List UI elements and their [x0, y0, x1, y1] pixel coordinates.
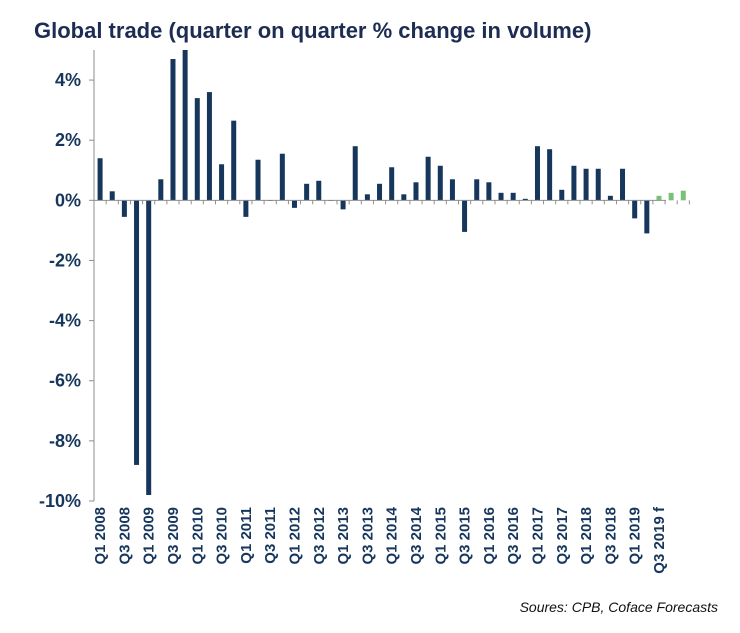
- bar-actual: [583, 168, 589, 201]
- bar-actual: [340, 200, 346, 210]
- bar-actual: [134, 200, 140, 465]
- bar-actual: [595, 168, 601, 201]
- y-tick-label: 4%: [55, 70, 81, 90]
- x-tick-label: Q3 2010: [214, 507, 231, 565]
- x-tick-label: Q3 2015: [457, 507, 474, 565]
- bar-actual: [158, 179, 164, 201]
- x-tick-label: Q3 2016: [505, 507, 522, 565]
- bar-actual: [632, 200, 638, 219]
- bar-actual: [474, 179, 480, 201]
- bar-actual: [377, 183, 383, 201]
- bar-actual: [291, 200, 297, 208]
- bar-actual: [510, 192, 516, 201]
- bars: [97, 50, 686, 495]
- bar-actual: [486, 182, 492, 201]
- x-tick-label: Q3 2011: [262, 507, 279, 564]
- bar-actual: [279, 153, 285, 201]
- x-tick-label: Q1 2017: [529, 507, 546, 565]
- x-tick-label: Q1 2014: [384, 506, 401, 564]
- y-axis: 4% 2% 0% -2% -4% -6% -8% -10%: [39, 50, 95, 511]
- bar-actual: [182, 50, 188, 201]
- y-tick-label: -4%: [49, 311, 81, 331]
- y-tick-label: 2%: [55, 130, 81, 150]
- y-tick-label: -10%: [39, 491, 81, 511]
- bar-actual: [620, 168, 626, 201]
- bar-actual: [255, 159, 261, 201]
- bar-actual: [547, 149, 553, 201]
- bar-actual: [316, 180, 322, 201]
- bar-actual: [231, 120, 237, 201]
- bar-actual: [607, 195, 613, 201]
- bar-actual: [559, 189, 565, 201]
- chart-title: Global trade (quarter on quarter % chang…: [34, 18, 592, 43]
- x-tick-label: Q1 2010: [189, 507, 206, 565]
- bar-actual: [109, 191, 115, 201]
- x-tick-label: Q1 2018: [578, 507, 595, 565]
- x-tick-label: Q3 2013: [359, 507, 376, 565]
- bar-actual: [194, 98, 200, 201]
- bar-actual: [462, 200, 468, 232]
- bar-forecast: [656, 195, 662, 201]
- x-tick-label: Q3 2009: [165, 507, 182, 565]
- x-tick-label: Q1 2013: [335, 507, 352, 565]
- y-tick-label: -2%: [49, 250, 81, 270]
- x-tick-label: Q3 2018: [602, 507, 619, 565]
- bar-actual: [170, 59, 176, 201]
- x-axis: Q1 2008 Q3 2008 Q1 2009 Q3 2009 Q1 2010 Q3 20…: [92, 199, 690, 574]
- bar-forecast: [680, 190, 686, 201]
- y-tick-label: 0%: [55, 190, 81, 210]
- bar-actual: [389, 167, 395, 201]
- bar-actual: [364, 194, 370, 201]
- x-tick-label: Q3 2012: [311, 507, 328, 565]
- x-tick-label: Q3 2014: [408, 506, 425, 564]
- y-tick-label: -8%: [49, 431, 81, 451]
- bar-actual: [219, 164, 225, 201]
- x-tick-label: Q1 2016: [481, 507, 498, 565]
- bar-actual: [449, 179, 455, 201]
- bar-actual: [121, 200, 127, 217]
- x-tick-label: Q3 2008: [116, 507, 133, 565]
- bar-actual: [534, 146, 540, 201]
- bar-actual: [413, 182, 419, 201]
- x-tick-label: Q1 2019: [627, 507, 644, 565]
- bar-actual: [425, 156, 431, 201]
- bar-actual: [401, 194, 407, 201]
- bar-actual: [304, 183, 310, 201]
- bar-actual: [243, 200, 249, 217]
- bar-forecast: [668, 192, 674, 201]
- x-tick-label: Q1 2015: [432, 507, 449, 565]
- bar-actual: [352, 146, 358, 201]
- bar-actual: [206, 92, 212, 201]
- x-tick-label: Q1 2008: [92, 507, 109, 565]
- source-note: Soures: CPB, Coface Forecasts: [519, 599, 718, 615]
- bar-actual: [146, 200, 152, 495]
- bar-actual: [437, 165, 443, 201]
- bar-actual: [522, 198, 528, 201]
- x-tick-label: Q1 2011: [238, 507, 255, 564]
- bar-actual: [571, 165, 577, 201]
- bar-actual: [498, 192, 504, 201]
- bar-actual: [97, 158, 103, 201]
- y-tick-label: -6%: [49, 371, 81, 391]
- x-tick-label: Q3 2017: [554, 507, 571, 565]
- x-tick-label: Q3 2019 f: [651, 506, 668, 574]
- x-tick-label: Q1 2012: [286, 507, 303, 565]
- x-tick-label: Q1 2009: [141, 507, 158, 565]
- bar-actual: [644, 200, 650, 234]
